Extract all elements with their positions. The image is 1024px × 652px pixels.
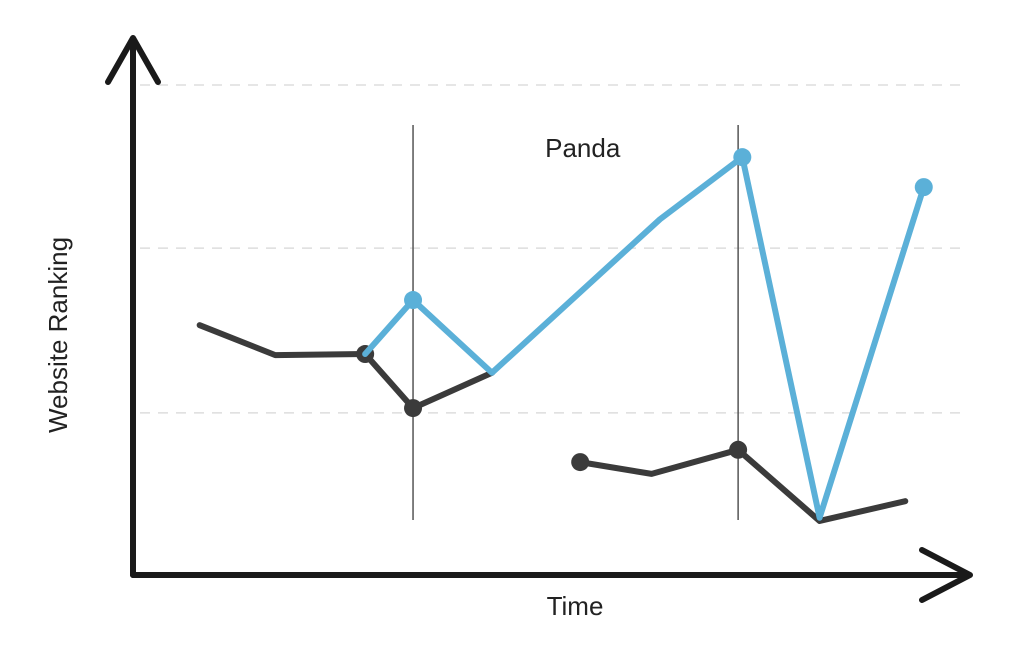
- annotation: Panda: [545, 133, 621, 163]
- point: [571, 453, 590, 472]
- series-line: [362, 154, 927, 521]
- y-axis-label: Website Ranking: [43, 237, 73, 433]
- point: [404, 291, 423, 310]
- x-axis: [130, 547, 973, 603]
- y-axis: [105, 35, 161, 578]
- point: [733, 148, 752, 167]
- x-axis-label: Time: [547, 591, 604, 621]
- point: [914, 178, 933, 197]
- point: [729, 440, 748, 459]
- point: [404, 399, 423, 418]
